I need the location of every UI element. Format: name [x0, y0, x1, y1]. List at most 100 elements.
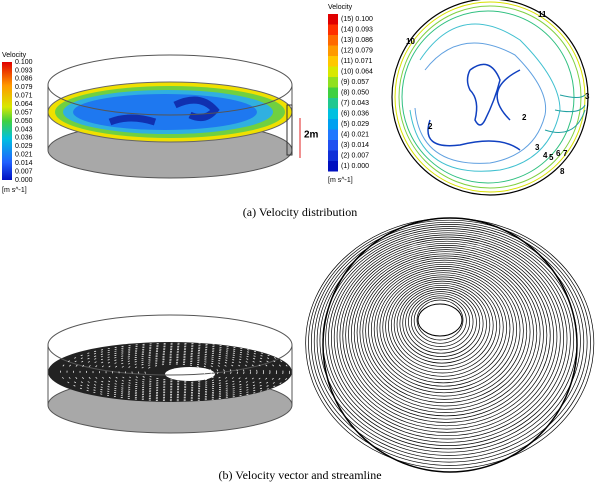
legend-level: (2) 0.007	[341, 152, 369, 159]
legend-tick: 0.050	[15, 118, 33, 125]
streamline	[345, 247, 548, 423]
streamline	[311, 221, 588, 463]
streamline	[331, 236, 565, 440]
legend-tick: 0.057	[15, 109, 33, 116]
streamline	[362, 259, 528, 404]
vector-ring	[73, 346, 277, 398]
legend-level: (12) 0.079	[341, 47, 373, 54]
legend-level: (14) 0.093	[341, 26, 373, 33]
contour-label: 3	[535, 143, 540, 152]
contour-label: 4	[543, 151, 548, 160]
legend-swatch	[328, 35, 338, 46]
vector-ring	[79, 347, 271, 397]
legend-level: (15) 0.100	[341, 16, 373, 23]
legend-tick: 0.093	[15, 67, 33, 74]
streamline	[402, 289, 481, 357]
legend-level: (6) 0.036	[341, 110, 369, 117]
contour-label: 6	[556, 149, 561, 158]
streamline	[359, 257, 531, 407]
streamline	[342, 245, 551, 427]
streamline	[316, 226, 581, 456]
streamline	[365, 261, 524, 400]
legend-level: (10) 0.064	[341, 68, 373, 75]
streamline	[313, 224, 585, 460]
legend-tick: 0.079	[15, 84, 33, 91]
streamline	[328, 234, 568, 443]
contour-legend: (15) 0.100 (14) 0.093 (13) 0.086 (12) 0.079…	[328, 14, 373, 172]
legend-swatch	[328, 24, 338, 35]
contour-label: 2	[428, 122, 433, 131]
legend-level: (3) 0.014	[341, 142, 369, 149]
legend-title: Velocity	[2, 52, 27, 59]
vector-ring	[86, 349, 264, 395]
streamline	[385, 276, 501, 377]
legend-swatch	[328, 129, 338, 140]
streamline	[396, 284, 487, 364]
legend-tick: 0.014	[15, 160, 33, 167]
vortex-core	[417, 303, 463, 337]
contour-plot	[391, 0, 589, 196]
legend-swatch	[328, 45, 338, 56]
legend-swatch	[328, 161, 338, 172]
streamline	[416, 299, 464, 341]
vector-ring	[125, 358, 225, 386]
streamline	[356, 255, 534, 410]
legend-level: (1) 0.000	[341, 163, 369, 170]
vector-ring	[92, 350, 258, 394]
legend-swatch	[328, 77, 338, 88]
vector-ring	[105, 354, 245, 390]
vector-ring	[99, 352, 251, 392]
legend-level: (4) 0.021	[341, 131, 369, 138]
contour-label: 5	[549, 153, 554, 162]
legend-unit: [m s^-1]	[2, 187, 27, 194]
streamline	[390, 280, 494, 371]
legend-swatch	[328, 150, 338, 161]
vector-ring	[60, 342, 290, 402]
streamline	[353, 253, 538, 413]
legend-tick: 0.086	[15, 76, 33, 83]
legend-swatch	[328, 119, 338, 130]
legend-unit: [m s^-1]	[328, 177, 353, 184]
contour-label: 10	[406, 37, 415, 46]
streamline	[393, 282, 491, 367]
contour-label: 8	[560, 167, 565, 176]
streamline	[305, 217, 595, 470]
legend-level: (7) 0.043	[341, 100, 369, 107]
streamline	[410, 295, 471, 347]
streamline	[339, 242, 554, 430]
legend-level: (11) 0.071	[341, 58, 372, 65]
vector-ring	[138, 362, 212, 382]
legend-swatch	[328, 66, 338, 77]
streamline	[348, 249, 544, 420]
streamline	[399, 287, 484, 361]
streamline	[382, 274, 504, 380]
colorbar	[2, 62, 12, 180]
legend-swatch	[328, 98, 338, 109]
legend-tick: 0.036	[15, 135, 33, 142]
contour-label: 3	[585, 92, 590, 101]
legend-tick: 0.043	[15, 126, 33, 133]
streamline	[319, 228, 578, 453]
legend-tick: 0.064	[15, 101, 33, 108]
legend-level: (8) 0.050	[341, 89, 369, 96]
tank-3d	[47, 54, 301, 179]
legend-swatch	[328, 56, 338, 67]
caption: (a) Velocity distribution	[243, 205, 357, 219]
streamline	[368, 263, 521, 397]
vector-ring	[112, 355, 238, 389]
streamline	[408, 293, 474, 351]
legend-tick: 0.000	[15, 177, 33, 184]
legend-tick: 0.100	[15, 59, 33, 66]
vector-ring	[66, 344, 284, 400]
legend-tick: 0.021	[15, 152, 33, 159]
streamline	[350, 251, 541, 417]
vector-ring	[131, 360, 219, 384]
legend-swatch	[328, 14, 338, 25]
streamline	[325, 232, 571, 446]
legend-swatch	[328, 87, 338, 98]
streamline	[373, 268, 514, 390]
vector-ring	[144, 363, 206, 381]
contour-label: 7	[563, 149, 568, 158]
